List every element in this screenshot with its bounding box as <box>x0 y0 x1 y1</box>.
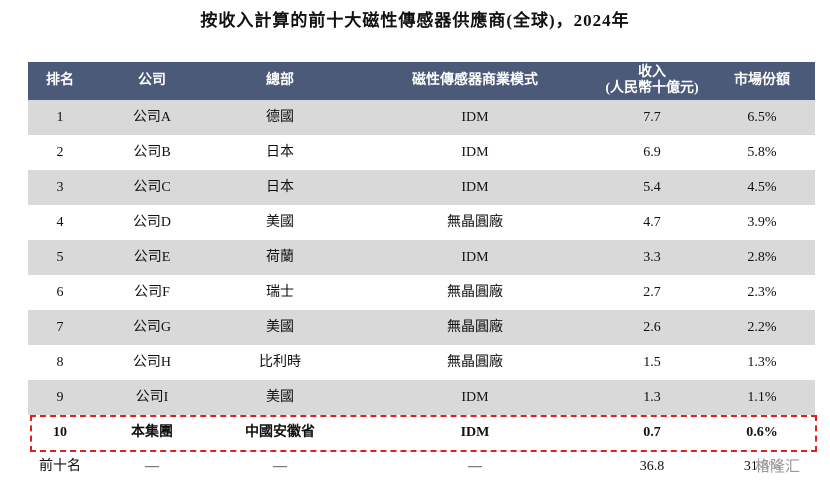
table-cell: 公司D <box>132 214 172 230</box>
table-cell: 1.5 <box>643 354 661 370</box>
table-cell: 無晶圓廠 <box>447 354 503 370</box>
table-cell: 排名 <box>46 73 74 88</box>
table-cell: IDM <box>461 389 489 405</box>
table-cell: 8 <box>56 354 64 370</box>
table-cell: 公司A <box>132 109 172 125</box>
table-cell: 德國 <box>266 109 294 125</box>
table-cell: — <box>468 459 482 474</box>
table-cell: 0.6% <box>746 424 778 440</box>
table-cell: 5.4 <box>643 179 661 195</box>
table-cell: 無晶圓廠 <box>447 319 503 335</box>
table-cell: 公司G <box>132 319 172 335</box>
table-cell: IDM <box>461 144 489 160</box>
table-cell: 美國 <box>266 389 294 405</box>
table-cell: 瑞士 <box>266 284 294 300</box>
table-cell: IDM <box>461 109 489 125</box>
table-cell: 公司 <box>138 73 166 88</box>
table-cell: 無晶圓廠 <box>447 214 503 230</box>
table-cell: 2.8% <box>747 249 777 265</box>
table-cell: 無晶圓廠 <box>447 284 503 300</box>
table-cell: 磁性傳感器商業模式 <box>412 73 538 88</box>
table-cell: 7 <box>56 319 64 335</box>
table-row: 10 本集團 中國安徽省 IDM 0.7 0.6% <box>28 415 815 450</box>
table-cell: 2.7 <box>643 284 661 300</box>
table-cell: 公司I <box>135 389 169 405</box>
table-cell: 4.7 <box>643 214 661 230</box>
table-row: 3 公司C 日本 IDM 5.4 4.5% <box>28 170 815 205</box>
table-cell: 3.3 <box>643 249 661 265</box>
table-cell: 6 <box>56 284 64 300</box>
table-row: 4 公司D 美國 無晶圓廠 4.7 3.9% <box>28 205 815 240</box>
table-cell: IDM <box>461 179 489 195</box>
table-cell: 1.3 <box>643 389 661 405</box>
table-cell: 2.6 <box>643 319 661 335</box>
table-cell: 7.7 <box>643 109 661 125</box>
table-row: 2 公司B 日本 IDM 6.9 5.8% <box>28 135 815 170</box>
table-cell: 10 <box>53 424 67 440</box>
table-cell: IDM <box>460 424 490 440</box>
table-cell: 公司E <box>133 249 171 265</box>
table-row: 8 公司H 比利時 無晶圓廠 1.5 1.3% <box>28 345 815 380</box>
table-row: 7 公司G 美國 無晶圓廠 2.6 2.2% <box>28 310 815 345</box>
table-cell: IDM <box>461 249 489 265</box>
table-row: 5 公司E 荷蘭 IDM 3.3 2.8% <box>28 240 815 275</box>
table-cell: 2 <box>56 144 64 160</box>
table-cell: 9 <box>56 389 64 405</box>
table-cell: 日本 <box>266 144 294 160</box>
table-cell: 5.8% <box>747 144 777 160</box>
table-cell: 公司F <box>134 284 170 300</box>
cell-line: (人民幣十億元) <box>605 81 699 96</box>
table-cell: 公司B <box>133 144 171 160</box>
table-cell: 市場份額 <box>734 73 790 88</box>
watermark: 格隆汇 <box>755 455 801 476</box>
table-cell: 2.3% <box>747 284 777 300</box>
table-cell: 公司C <box>133 179 171 195</box>
table-cell: — <box>145 459 159 474</box>
table-cell: 1.1% <box>747 389 777 405</box>
table-cell: 36.8 <box>639 459 665 474</box>
table-cell: 美國 <box>266 319 294 335</box>
table-row: 6 公司F 瑞士 無晶圓廠 2.7 2.3% <box>28 275 815 310</box>
table-cell: 收入 (人民幣十億元) <box>592 62 712 100</box>
table-cell: 1.3% <box>747 354 777 370</box>
table-cell: 中國安徽省 <box>245 424 315 440</box>
table-cell: 6.9 <box>643 144 661 160</box>
table-cell: 2.2% <box>747 319 777 335</box>
highlight-box <box>30 415 817 452</box>
table-row: 9 公司I 美國 IDM 1.3 1.1% <box>28 380 815 415</box>
table-row: 1 公司A 德國 IDM 7.7 6.5% <box>28 100 815 135</box>
table-cell: — <box>273 459 287 474</box>
table-cell: 4.5% <box>747 179 777 195</box>
table-cell: 前十名 <box>39 459 81 474</box>
table-cell: 0.7 <box>643 424 661 440</box>
table-cell: 5 <box>56 249 64 265</box>
table-cell: 3 <box>56 179 64 195</box>
table-row: 排名 公司 總部 磁性傳感器商業模式 收入 (人民幣十億元) 市場份額 <box>28 62 815 100</box>
title: 按收入計算的前十大磁性傳感器供應商(全球)，2024年 <box>200 11 630 30</box>
table-cell: 公司H <box>132 354 172 370</box>
table-cell: 6.5% <box>747 109 777 125</box>
table-cell: 荷蘭 <box>266 249 294 265</box>
table-cell: 比利時 <box>259 354 301 370</box>
table-row: 前十名———36.831.0% <box>28 452 815 482</box>
table-cell: 4 <box>56 214 64 230</box>
cell-line: 收入 <box>638 65 666 80</box>
table-cell: 3.9% <box>747 214 777 230</box>
table-cell: 美國 <box>266 214 294 230</box>
table-cell: 1 <box>56 109 64 125</box>
table-cell: 總部 <box>266 73 294 88</box>
table-cell: 本集團 <box>131 424 173 440</box>
table-cell: 日本 <box>266 179 294 195</box>
